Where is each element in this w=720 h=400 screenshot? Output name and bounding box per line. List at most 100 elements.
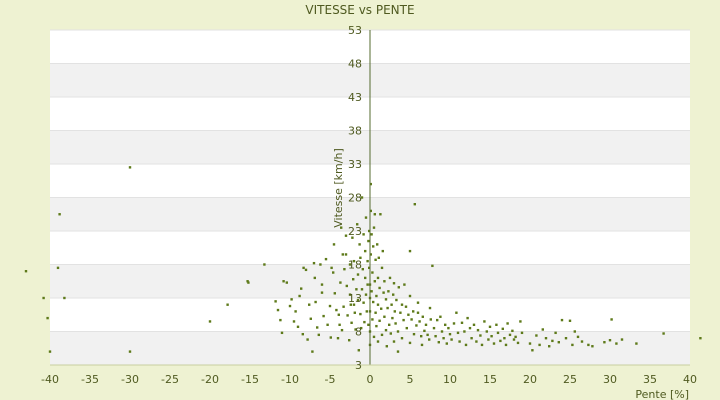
- data-point: [389, 332, 392, 335]
- data-point: [348, 293, 352, 296]
- data-point: [352, 259, 356, 263]
- data-point: [376, 243, 379, 246]
- data-point: [408, 249, 412, 253]
- data-point: [317, 333, 320, 337]
- data-point: [587, 343, 590, 347]
- data-point: [344, 234, 348, 237]
- data-point: [356, 223, 359, 226]
- data-point: [383, 315, 386, 318]
- data-point: [311, 350, 314, 353]
- data-point: [520, 331, 524, 335]
- data-point: [400, 303, 404, 306]
- data-point: [437, 341, 440, 344]
- data-point: [483, 320, 486, 323]
- data-point: [496, 331, 500, 335]
- data-point: [208, 320, 212, 323]
- data-point: [370, 290, 373, 293]
- data-point: [374, 311, 377, 314]
- data-point: [426, 333, 429, 337]
- data-point: [551, 339, 554, 343]
- data-point: [571, 343, 574, 347]
- data-point: [531, 349, 534, 352]
- data-point: [355, 288, 358, 291]
- data-point: [374, 258, 377, 262]
- data-point: [301, 332, 304, 336]
- data-point: [58, 213, 61, 216]
- data-point: [380, 266, 384, 270]
- data-point: [447, 326, 450, 330]
- data-point: [418, 320, 421, 323]
- data-point: [391, 316, 394, 320]
- data-point: [340, 328, 344, 332]
- data-point: [504, 343, 508, 347]
- data-point: [568, 319, 572, 322]
- data-point: [429, 318, 432, 321]
- data-point: [328, 304, 332, 308]
- data-point: [405, 326, 408, 330]
- data-point: [348, 339, 351, 342]
- data-point: [42, 296, 45, 300]
- data-point: [351, 236, 354, 239]
- data-point: [247, 281, 250, 284]
- data-point: [456, 331, 460, 335]
- data-point: [421, 315, 424, 318]
- x-tick-label: 20: [523, 373, 537, 386]
- data-point: [360, 196, 364, 199]
- data-point: [352, 303, 356, 306]
- data-point: [415, 324, 418, 327]
- data-point: [442, 337, 445, 340]
- data-point: [506, 322, 509, 325]
- data-point: [298, 294, 301, 298]
- data-point: [591, 345, 594, 348]
- data-point: [364, 249, 367, 253]
- data-point: [313, 276, 316, 280]
- data-point: [383, 280, 386, 283]
- data-point: [413, 203, 416, 206]
- data-point: [463, 330, 466, 333]
- data-point: [436, 318, 439, 322]
- data-point: [362, 301, 365, 304]
- data-point: [538, 343, 541, 347]
- x-tick-label: 0: [367, 373, 374, 386]
- data-point: [332, 271, 335, 274]
- data-point: [528, 342, 532, 345]
- data-point: [366, 259, 369, 263]
- data-point: [455, 311, 458, 314]
- y-tick-label: 48: [348, 58, 362, 71]
- data-point: [460, 321, 464, 324]
- data-point: [46, 316, 49, 320]
- data-point: [375, 294, 378, 298]
- data-point: [412, 332, 416, 336]
- data-point: [479, 334, 482, 337]
- data-point: [519, 320, 522, 323]
- x-tick-label: -20: [201, 373, 219, 386]
- y-tick-label: 3: [355, 359, 362, 372]
- y-tick-label: 28: [348, 192, 362, 205]
- data-point: [367, 323, 370, 326]
- data-point: [380, 333, 384, 337]
- x-tick-label: 15: [483, 373, 497, 386]
- data-point: [444, 323, 447, 326]
- data-point: [508, 333, 512, 337]
- data-point: [376, 340, 380, 343]
- data-point: [371, 318, 374, 321]
- data-point: [428, 338, 431, 341]
- data-point: [440, 330, 444, 333]
- data-point: [342, 305, 345, 308]
- data-point: [400, 337, 404, 340]
- data-point: [326, 323, 329, 326]
- data-point: [279, 318, 282, 322]
- data-point: [378, 319, 381, 322]
- data-point: [424, 323, 428, 326]
- x-tick-label: -25: [161, 373, 179, 386]
- data-point: [393, 310, 396, 313]
- data-point: [365, 310, 368, 313]
- data-point: [420, 334, 423, 338]
- data-point: [358, 243, 361, 246]
- data-point: [514, 335, 517, 339]
- y-tick-label: 38: [348, 125, 362, 138]
- data-point: [378, 286, 381, 290]
- data-point: [402, 318, 405, 322]
- x-tick-label: -30: [121, 373, 139, 386]
